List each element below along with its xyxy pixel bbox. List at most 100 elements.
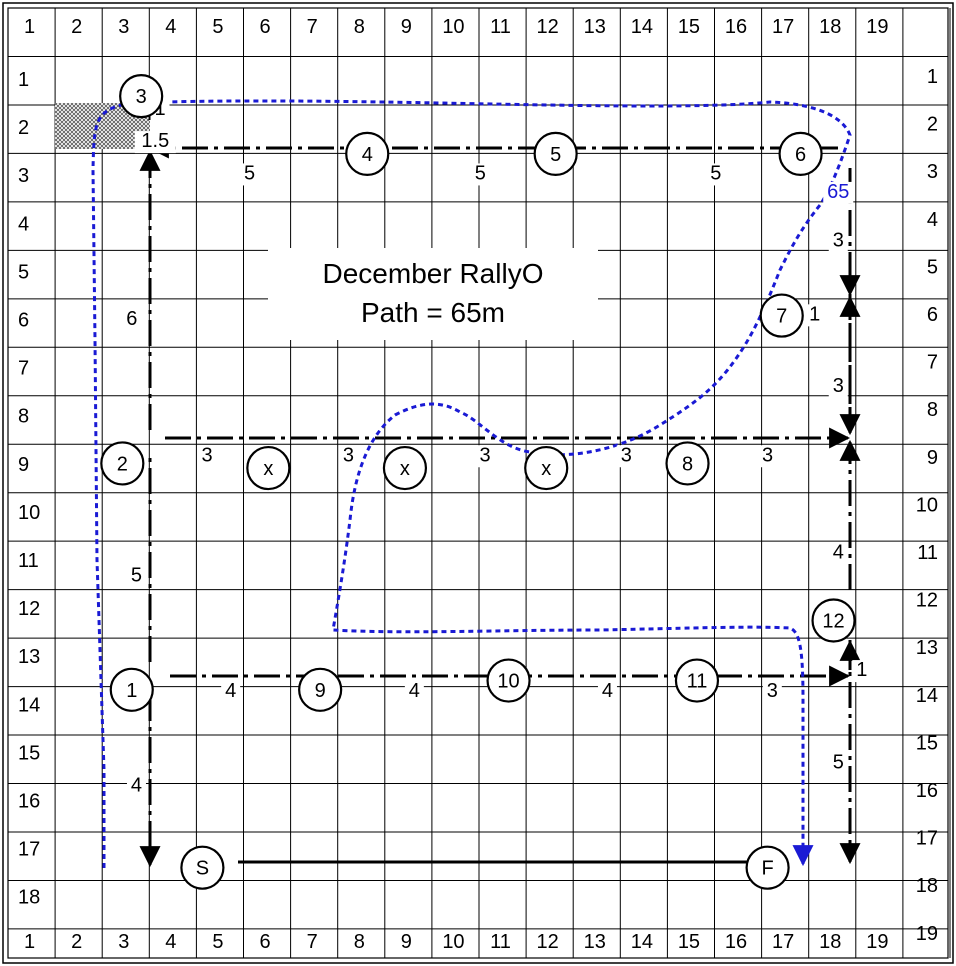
station-circle: [382, 445, 428, 491]
axis-left-label: 4: [18, 213, 29, 235]
distance-label-bg: [852, 660, 872, 683]
station-label: 10: [497, 671, 519, 693]
axis-right-label: 9: [927, 447, 938, 469]
axis-right-label: 15: [916, 732, 938, 754]
distance-label: 3: [202, 444, 213, 466]
axis-left-label: 10: [18, 502, 40, 524]
distance-label-bg: [240, 163, 259, 186]
station-x: x: [382, 445, 428, 491]
distance-label-bg: [828, 375, 848, 398]
axis-right-label: 18: [916, 875, 938, 897]
axis-left-label: 12: [18, 598, 40, 620]
station-circle: [745, 845, 790, 890]
axis-right-label: 2: [927, 114, 938, 136]
title-backdrop: [268, 248, 598, 340]
course-title: December RallyO: [323, 258, 544, 289]
distance-label: 5: [131, 564, 142, 586]
station-12: 12: [811, 598, 856, 643]
distance-label: 4: [833, 541, 844, 563]
axis-bottom-label: 15: [678, 931, 700, 953]
axis-bottom-label: 14: [631, 931, 653, 953]
station-circle: [180, 845, 225, 890]
axis-left-label: 5: [18, 261, 29, 283]
station-circle: [246, 445, 291, 491]
station-9: 9: [298, 667, 343, 712]
distance-label: 1: [809, 303, 820, 325]
distance-label: 3: [833, 375, 844, 397]
station-label: 4: [362, 144, 373, 166]
station-label: 9: [315, 680, 326, 702]
station-circle: [811, 598, 856, 643]
axis-right-label: 8: [927, 399, 938, 421]
axis-top-label: 15: [678, 16, 700, 38]
axis-top-label: 14: [631, 16, 653, 38]
axis-bottom-label: 17: [772, 931, 794, 953]
axis-top-label: 2: [71, 16, 82, 38]
station-label: 12: [822, 611, 844, 633]
axis-top-label: 11: [490, 16, 511, 38]
station-circle: [486, 658, 531, 703]
axis-bottom-label: 11: [490, 931, 511, 953]
course-grid: [7, 7, 951, 958]
distance-label: 3: [833, 229, 844, 251]
axis-top-label: 8: [354, 16, 365, 38]
station-label: 5: [550, 144, 561, 166]
distance-label-bg: [134, 131, 176, 154]
axis-right-label: 10: [916, 494, 938, 516]
distance-label-bg: [616, 445, 636, 468]
axis-bottom-label: 1: [24, 931, 35, 953]
axis-right-label: 11: [917, 542, 938, 564]
station-7: 7: [759, 293, 804, 338]
distance-label: 3: [767, 680, 778, 702]
axis-right-label: 3: [927, 161, 938, 183]
axis-bottom-label: 7: [307, 931, 318, 953]
station-circle: [119, 74, 164, 119]
distance-label: 1.5: [141, 130, 169, 152]
axis-right-label: 14: [916, 685, 938, 707]
axis-left-label: 6: [18, 310, 29, 332]
distance-label: 5: [833, 751, 844, 773]
distance-label: 4: [409, 680, 420, 702]
axis-right-label: 7: [927, 352, 938, 374]
distance-label: 65: [827, 181, 849, 203]
station-label: x: [400, 458, 410, 480]
axis-left-label: 7: [18, 358, 29, 380]
station-label: 3: [136, 86, 147, 108]
axis-top-label: 16: [725, 16, 747, 38]
distance-label-bg: [828, 230, 848, 253]
axis-left-label: 16: [18, 791, 40, 813]
distance-label-bg: [470, 163, 490, 186]
distance-label-bg: [126, 775, 146, 798]
station-circle: [674, 658, 720, 703]
axis-top-label: 6: [259, 16, 270, 38]
station-10: 10: [486, 658, 531, 703]
distance-label-bg: [597, 680, 617, 703]
axis-labels: 1 2 3 4 5 6 7 8 9 10 11 12 13 14 15 16 17 18 191 2 3 4 5 6 7 8 9 10…: [18, 16, 938, 953]
axis-top-label: 18: [819, 16, 841, 38]
station-11: 11: [674, 658, 720, 703]
axis-bottom-label: 18: [819, 931, 841, 953]
station-label: F: [761, 858, 773, 880]
axis-left-label: 18: [18, 887, 40, 909]
axis-top-label: 1: [24, 16, 35, 38]
axis-top-label: 10: [442, 16, 464, 38]
axis-bottom-label: 3: [118, 931, 129, 953]
axis-right-label: 5: [927, 256, 938, 278]
station-label: 7: [776, 306, 787, 328]
axis-top-label: 3: [118, 16, 129, 38]
distance-label-bg: [805, 304, 825, 327]
axis-left-label: 2: [18, 117, 29, 139]
station-label: x: [263, 458, 273, 480]
axis-right-label: 1: [927, 66, 938, 88]
station-5: 5: [533, 131, 578, 176]
axis-left-label: 8: [18, 406, 29, 428]
axis-bottom-label: 8: [354, 931, 365, 953]
station-circle: [109, 667, 154, 712]
axis-top-label: 17: [772, 16, 794, 38]
axis-bottom-label: 10: [442, 931, 464, 953]
distance-label: 3: [343, 444, 354, 466]
distance-label: 4: [225, 680, 236, 702]
